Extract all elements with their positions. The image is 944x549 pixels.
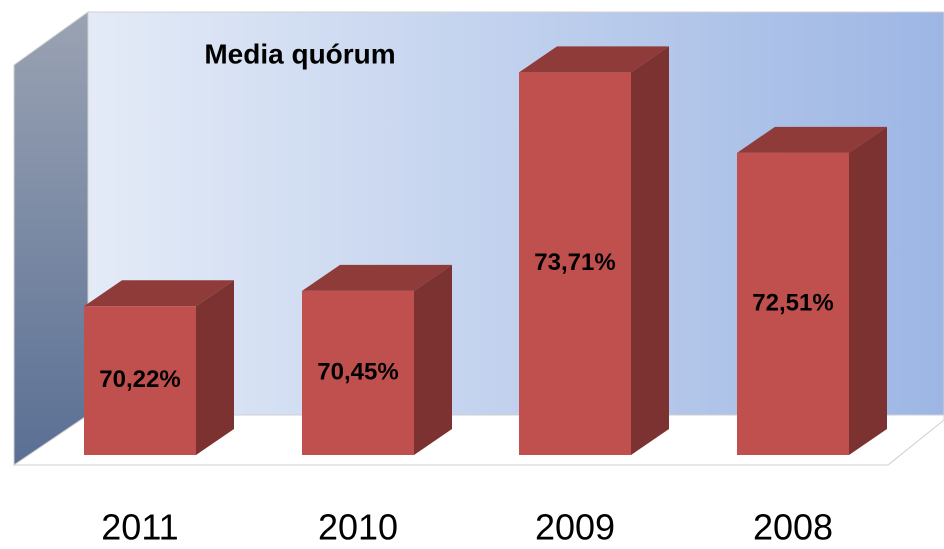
bar-top (302, 264, 452, 291)
bar (302, 264, 452, 455)
floor (12, 414, 944, 466)
bar (84, 280, 234, 455)
value-label: 72,51% (752, 289, 833, 316)
bar-front (84, 306, 196, 455)
bar-front (302, 290, 414, 455)
x-tick-label: 2009 (535, 507, 615, 548)
bar-side (849, 126, 887, 455)
x-tick-label: 2008 (753, 507, 833, 548)
x-tick-label: 2010 (318, 507, 398, 548)
bar-top (737, 126, 887, 153)
chart-title: Media quórum (204, 38, 395, 69)
bar-top (519, 46, 669, 73)
side-wall (13, 11, 89, 466)
bar (737, 126, 887, 455)
value-label: 70,45% (317, 358, 398, 385)
bar-front (519, 72, 631, 456)
bar-side (414, 264, 452, 455)
bar-side (631, 46, 669, 456)
bar-front (737, 152, 849, 455)
bar-side (196, 280, 234, 455)
value-label: 73,71% (534, 249, 615, 276)
value-label: 70,22% (99, 366, 180, 393)
bar (519, 46, 669, 456)
x-tick-label: 2011 (101, 507, 178, 548)
bar-top (84, 280, 234, 307)
